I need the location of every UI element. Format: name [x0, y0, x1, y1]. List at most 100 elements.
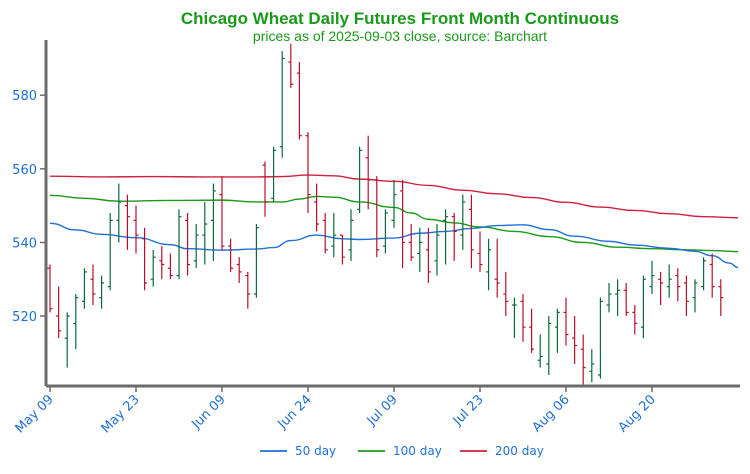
ohlc-bar [288, 43, 294, 88]
ohlc-bar [193, 224, 199, 269]
ohlc-bar [718, 279, 724, 317]
ohlc-bar [167, 253, 173, 280]
ohlc-bar [675, 268, 681, 302]
ohlc-bar [511, 297, 517, 339]
ohlc-bar [210, 183, 216, 261]
ohlc-bar [640, 275, 646, 339]
ohlc-bar [572, 316, 578, 364]
x-tick-label: May 23 [99, 392, 143, 436]
y-tick-label: 560 [12, 163, 37, 178]
ohlc-bar [116, 183, 122, 243]
legend-label: 100 day [393, 444, 442, 458]
legend: 50 day 100 day 200 day [260, 444, 544, 458]
ohlc-bar [279, 51, 285, 158]
ohlc-bar [623, 282, 629, 317]
ohlc-bar [253, 224, 259, 298]
ohlc-bar [503, 271, 509, 317]
y-tick-label: 580 [12, 89, 37, 104]
ohlc-bar [546, 316, 552, 375]
chart-subtitle: prices as of 2025-09-03 close, source: B… [253, 28, 547, 44]
ohlc-bar [417, 227, 423, 272]
ohlc-bar [124, 194, 130, 250]
ohlc-bar [597, 297, 603, 379]
ohlc-bar [150, 249, 156, 287]
ohlc-bar [580, 334, 586, 386]
ohlc-bar [305, 132, 311, 213]
ohlc-bar [339, 234, 345, 265]
ohlc-bar [486, 238, 492, 291]
ohlc-bar [348, 209, 354, 261]
ma200-line [49, 174, 739, 219]
ohlc-bar [159, 246, 165, 280]
ohlc-bar [408, 224, 414, 261]
x-tick-label: Jul 23 [450, 392, 487, 429]
x-tick-label: Jun 09 [189, 392, 229, 432]
legend-label: 50 day [295, 444, 336, 458]
ohlc-bar [296, 62, 302, 140]
legend-item-ma100: 100 day [358, 444, 442, 458]
ohlc-bar [632, 305, 638, 335]
ohlc-bar [107, 213, 113, 291]
legend-label: 200 day [495, 444, 544, 458]
ohlc-bar [185, 213, 191, 276]
ohlc-bar [81, 268, 87, 309]
ohlc-bar [606, 282, 612, 313]
x-tick-label: Jul 09 [364, 392, 401, 429]
ohlc-bar [709, 253, 715, 298]
ohlc-bar [554, 308, 560, 353]
y-axis-ticks: 520 540 560 580 [12, 89, 46, 325]
ohlc-bar [615, 279, 621, 317]
x-tick-label: May 09 [13, 392, 57, 436]
ohlc-bar [90, 264, 96, 306]
ohlc-bar [331, 213, 337, 258]
ohlc-bar [322, 213, 328, 254]
ohlc-bar [219, 176, 225, 250]
ohlc-bar [374, 176, 380, 258]
ohlc-bar [391, 179, 397, 228]
ohlc-bar [236, 257, 242, 283]
ohlc-bar [176, 209, 182, 280]
x-axis-ticks: May 09 May 23 Jun 09 Jun 24 Jul 09 Jul 23 Aug … [13, 386, 659, 436]
ohlc-bar [649, 260, 655, 294]
ohlc-bar [468, 194, 474, 269]
ohlc-bar [563, 297, 569, 346]
ohlc-bar [425, 227, 431, 283]
ohlc-bar [494, 238, 500, 298]
ohlc-bar [271, 146, 277, 202]
y-tick-label: 520 [12, 310, 37, 325]
ohlc-bar [443, 209, 449, 265]
ohlc-bar [64, 312, 70, 368]
ohlc-bar [245, 271, 251, 309]
ohlc-bar [434, 224, 440, 276]
ohlc-bar [537, 334, 543, 368]
ohlc-bar [658, 271, 664, 306]
legend-item-ma200: 200 day [460, 444, 544, 458]
ohlc-bar [529, 308, 535, 353]
ohlc-bar [73, 293, 79, 350]
ohlc-bar [56, 286, 62, 339]
ohlc-bar [133, 205, 139, 254]
ohlc-bar [382, 209, 388, 254]
ohlc-bar [692, 279, 698, 313]
ohlc-bar [314, 183, 320, 232]
ohlc-bar [142, 227, 148, 291]
ohlc-bar [202, 201, 208, 265]
ohlc-bar [477, 231, 483, 272]
ohlc-bar [262, 161, 268, 217]
x-tick-label: Aug 20 [616, 392, 659, 435]
ohlc-bar [520, 293, 526, 342]
ohlc-bar [683, 275, 689, 317]
ohlc-bar [666, 264, 672, 298]
ohlc-bar [365, 135, 371, 210]
chart-title: Chicago Wheat Daily Futures Front Month … [181, 9, 619, 28]
ohlc-bar [451, 213, 457, 261]
ohlc-bar [460, 194, 466, 250]
x-tick-label: Jun 24 [275, 392, 315, 432]
ohlc-bar [357, 146, 363, 213]
ohlc-bar [701, 257, 707, 291]
legend-item-ma50: 50 day [260, 444, 336, 458]
ohlc-bar [400, 179, 406, 269]
ohlc-bar [47, 264, 53, 313]
y-tick-label: 540 [12, 236, 37, 251]
